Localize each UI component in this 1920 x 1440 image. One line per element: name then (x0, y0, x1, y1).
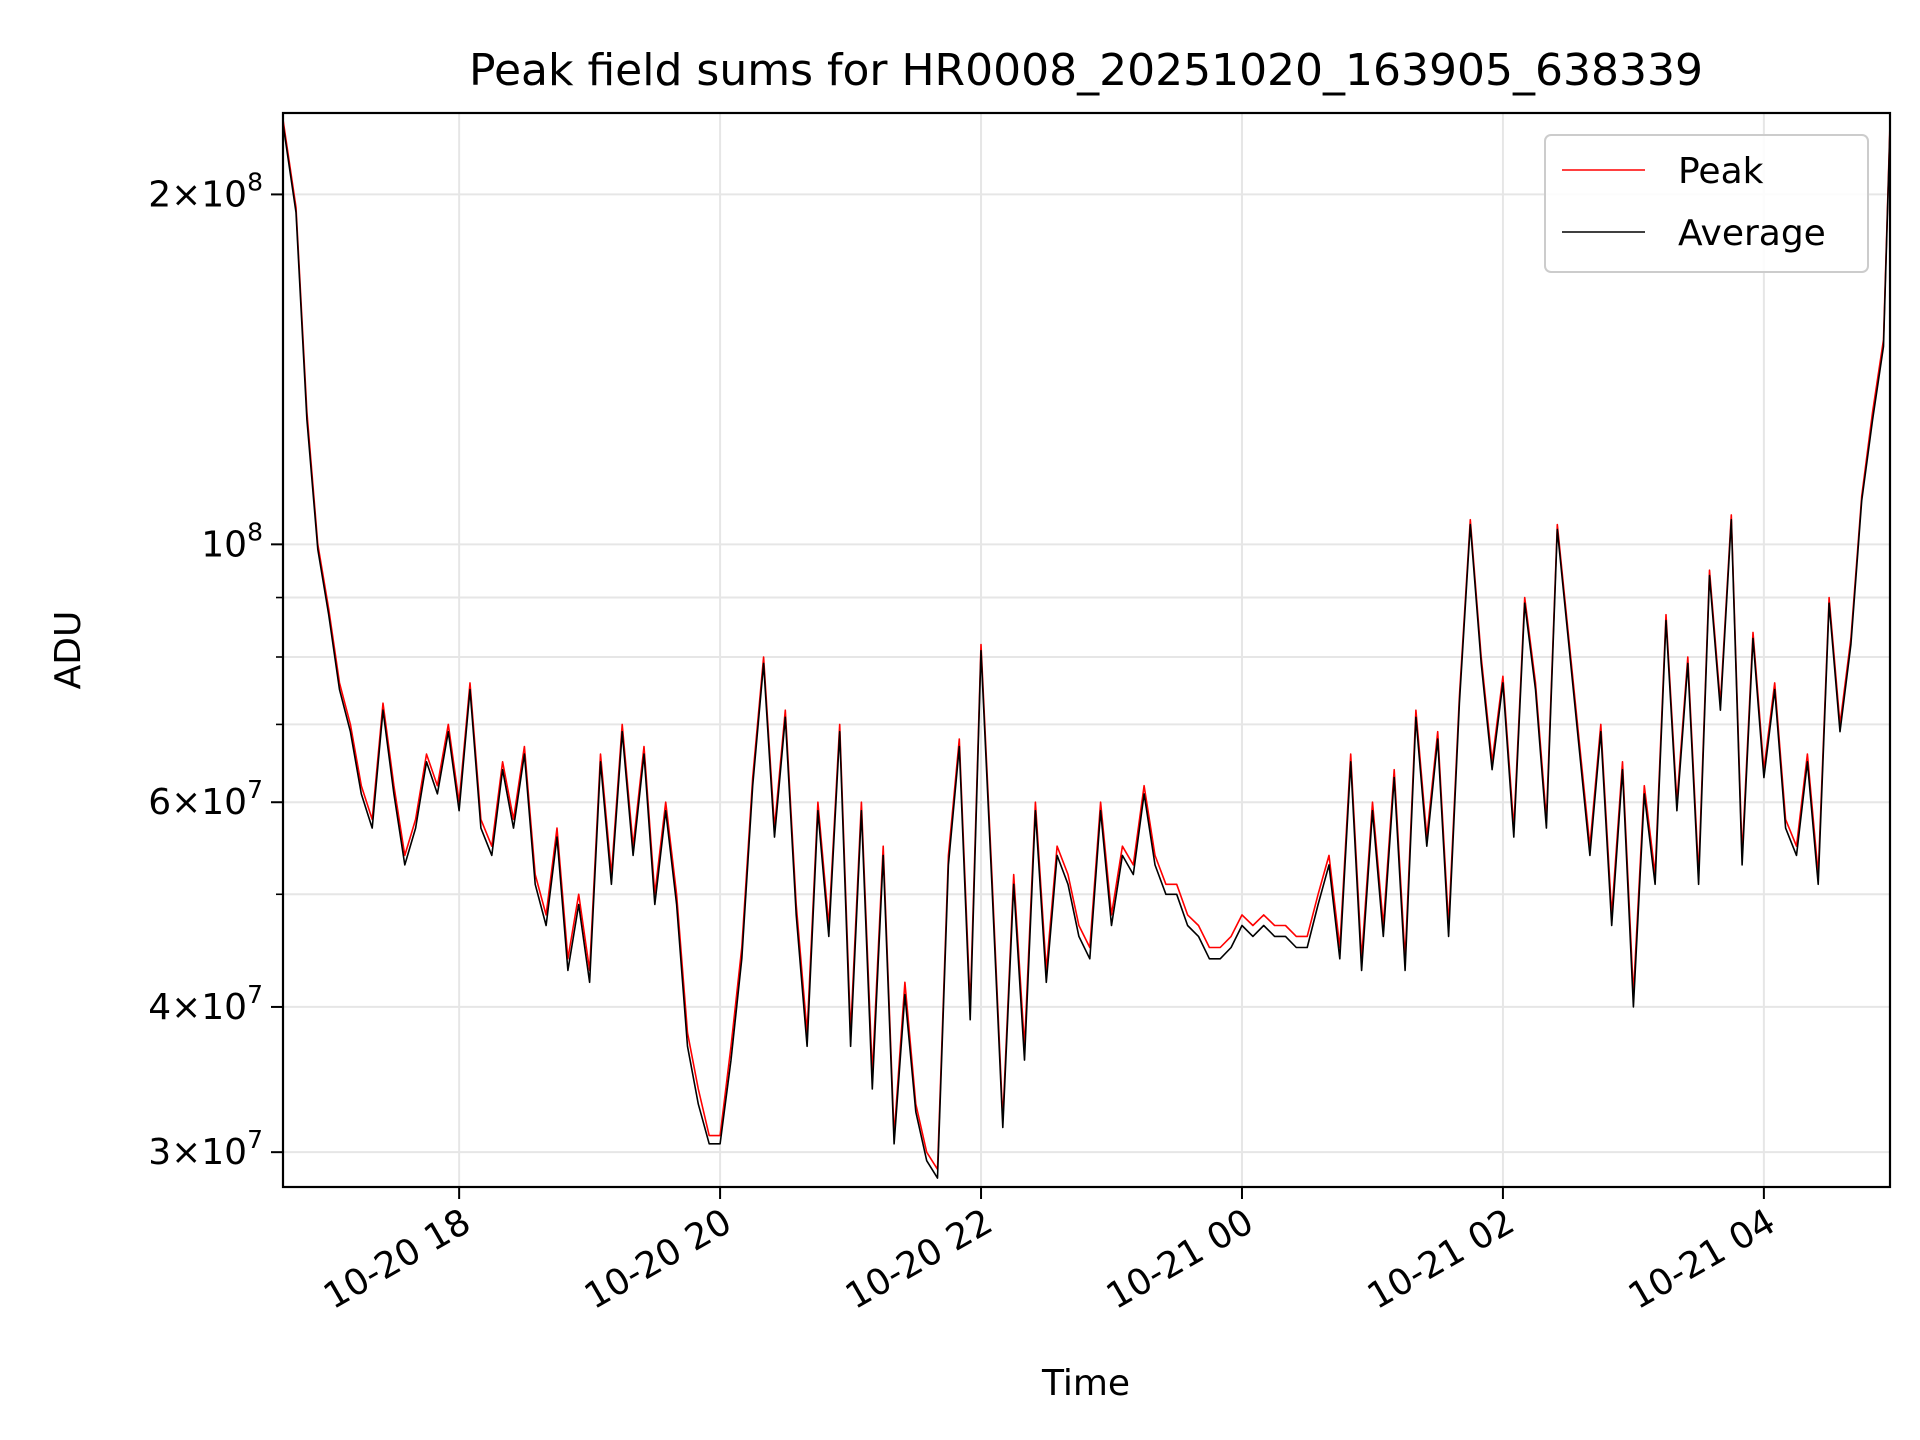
legend-average-label: Average (1678, 213, 1826, 254)
y-tick-label: 108 (201, 517, 263, 565)
y-axis-label: ADU (48, 611, 89, 690)
grid-lines (283, 113, 1890, 1187)
y-axis-ticks: 3×107 4×107 6×107 108 2×108 (148, 167, 283, 1173)
chart-title: Peak field sums for HR0008_20251020_1639… (469, 45, 1703, 96)
y-tick-label: 4×107 (148, 980, 263, 1028)
series-line-average (283, 123, 1890, 1179)
y-tick-label: 2×108 (148, 167, 263, 215)
y-tick-label: 6×107 (148, 775, 263, 823)
axes-frame (281, 111, 1892, 1189)
plot-lines (283, 119, 1890, 1179)
legend: Peak Average (1544, 134, 1869, 273)
x-axis-label: Time (1041, 1363, 1130, 1404)
legend-peak-label: Peak (1678, 151, 1764, 192)
y-tick-label: 3×107 (148, 1125, 263, 1173)
